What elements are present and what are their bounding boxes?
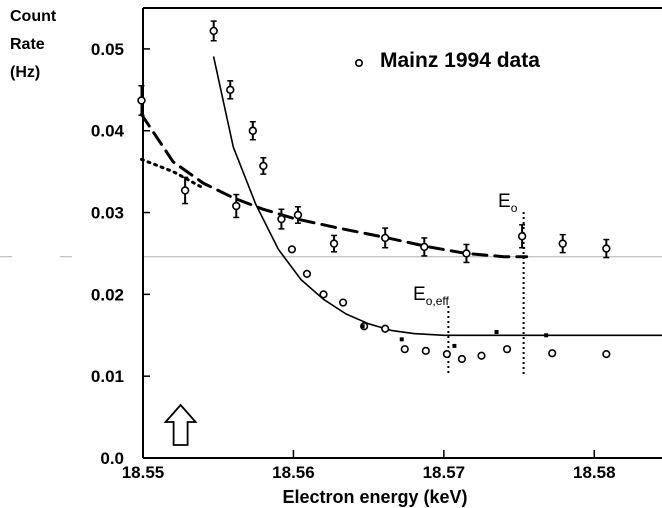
y-axis-label-line-1: Count	[10, 8, 57, 25]
e0-eff-label: Eo,eff	[413, 284, 449, 308]
y-tick-label: 0.05	[91, 40, 124, 59]
data-point	[137, 96, 146, 105]
axis-ticks: 0.0 0.01 0.02 0.03 0.04 0.05 18.55 18.56 18.57 18…	[91, 40, 616, 482]
data-point	[517, 232, 527, 241]
filled-point	[360, 324, 365, 329]
y-axis-label-line-2: Rate	[10, 36, 45, 53]
data-points	[137, 20, 611, 364]
data-point	[248, 126, 258, 135]
x-tick-label: 18.56	[272, 463, 315, 482]
data-point	[477, 351, 486, 360]
data-point	[293, 210, 303, 220]
x-axis-label: Electron energy (keV)	[282, 487, 467, 507]
data-point	[329, 239, 339, 248]
legend-marker	[354, 58, 363, 67]
data-point	[558, 239, 567, 248]
data-point	[462, 249, 471, 258]
data-point	[338, 298, 348, 307]
data-point	[232, 201, 241, 211]
data-point	[302, 269, 312, 279]
x-tick-label: 18.55	[122, 463, 165, 482]
filled-point	[399, 337, 404, 342]
data-point	[277, 214, 286, 224]
y-tick-label: 0.01	[91, 367, 124, 386]
solid-fit-curve	[212, 56, 662, 337]
data-point	[180, 186, 190, 195]
data-point	[502, 345, 512, 354]
data-point	[319, 290, 328, 299]
data-point	[420, 242, 429, 252]
fit-curves	[140, 56, 662, 337]
data-point	[381, 233, 390, 243]
data-point	[287, 245, 297, 254]
data-point	[400, 345, 409, 354]
data-point	[548, 349, 557, 358]
filled-point	[452, 343, 457, 348]
y-axis-label-line-3: (Hz)	[10, 64, 41, 81]
y-tick-label: 0.02	[91, 285, 124, 304]
plot-frame	[142, 7, 662, 459]
arrow-marker	[163, 403, 198, 446]
data-point	[421, 346, 430, 355]
data-point	[457, 354, 467, 364]
filled-point	[494, 330, 499, 334]
e0-label: Eo	[498, 191, 518, 215]
x-tick-label: 18.57	[423, 463, 466, 482]
endpoint-markers	[447, 212, 525, 374]
dotted-fit-curve	[140, 157, 205, 190]
filled-point	[544, 333, 549, 338]
data-point	[259, 161, 268, 171]
data-point	[442, 349, 451, 359]
dashed-fit-curve	[140, 112, 529, 259]
x-tick-label: 18.58	[573, 463, 616, 482]
data-point	[602, 349, 611, 359]
up-arrow-icon	[163, 403, 198, 446]
data-point	[209, 26, 218, 36]
legend-label: Mainz 1994 data	[380, 49, 540, 72]
data-point	[381, 324, 390, 333]
y-tick-label: 0.04	[91, 122, 125, 141]
y-tick-label: 0.0	[100, 449, 124, 468]
data-point	[602, 244, 611, 253]
y-tick-label: 0.03	[91, 204, 124, 223]
data-point	[226, 85, 235, 95]
